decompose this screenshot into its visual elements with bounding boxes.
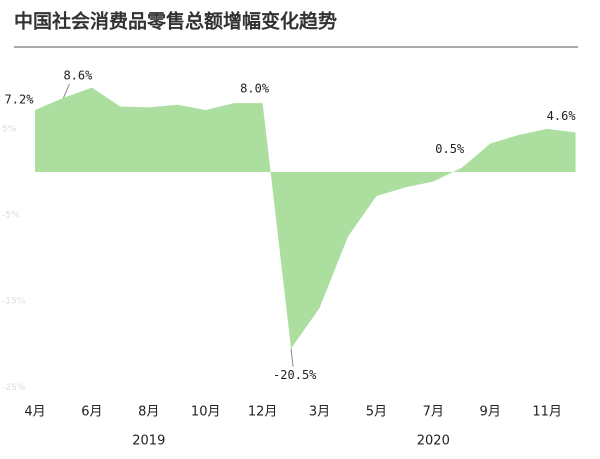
data-label: 4.6% — [547, 109, 577, 123]
y-tick-label: 5% — [2, 124, 17, 134]
leader-line — [290, 348, 294, 367]
x-tick-label: 10月 — [191, 405, 221, 420]
group-label: 2019 — [132, 434, 165, 449]
x-tick-label: 6月 — [81, 405, 102, 420]
x-tick-label: 8月 — [138, 405, 159, 420]
leader-line — [62, 83, 70, 99]
x-tick-label: 4月 — [24, 405, 45, 420]
y-tick-label: -25% — [2, 383, 26, 393]
data-label: -20.5% — [273, 368, 317, 382]
y-tick-label: -5% — [2, 211, 20, 221]
data-label: 8.0% — [240, 82, 270, 96]
group-label: 2020 — [417, 434, 450, 449]
data-label: 7.2% — [5, 92, 35, 106]
chart-title: 中国社会消费品零售总额增幅变化趋势 — [14, 10, 337, 33]
area — [35, 87, 576, 349]
x-tick-label: 9月 — [480, 405, 501, 420]
x-tick-label: 11月 — [532, 405, 562, 420]
x-tick-label: 7月 — [423, 405, 444, 420]
data-label: 0.5% — [435, 142, 465, 156]
x-tick-label: 3月 — [309, 405, 330, 420]
x-tick-label: 5月 — [366, 405, 387, 420]
y-tick-label: -15% — [2, 297, 26, 307]
data-label: 8.6% — [63, 68, 93, 82]
x-tick-label: 12月 — [248, 405, 278, 420]
